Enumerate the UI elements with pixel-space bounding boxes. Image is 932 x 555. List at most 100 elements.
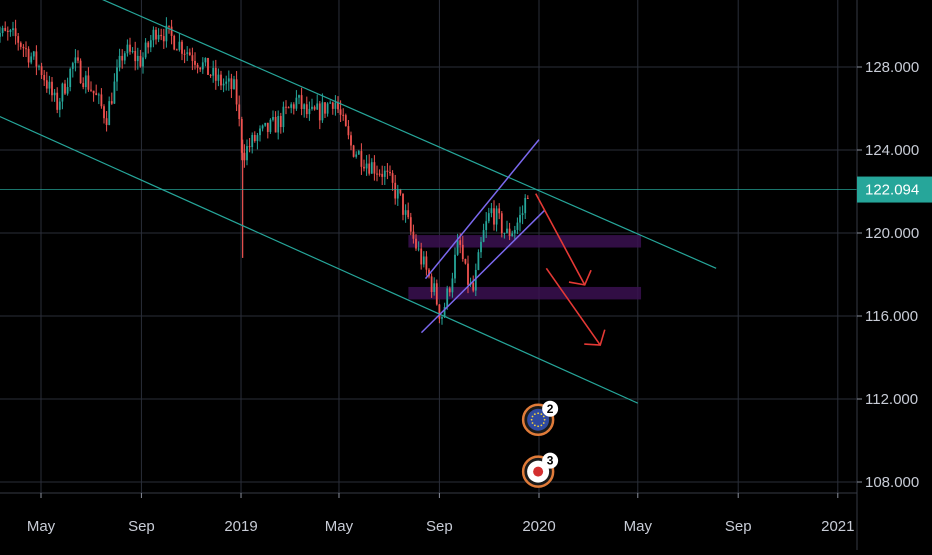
candle — [45, 71, 48, 93]
candle-body — [381, 173, 384, 177]
candle — [259, 125, 261, 142]
candle-body — [82, 83, 85, 88]
candle-body — [79, 60, 82, 84]
candle-body — [495, 208, 498, 225]
candle-body — [178, 41, 181, 50]
candle — [246, 139, 248, 166]
candle — [142, 52, 144, 74]
eu-star — [533, 413, 536, 416]
candle-body — [352, 145, 355, 157]
candle — [422, 251, 425, 268]
candle-body — [35, 51, 38, 67]
candle — [378, 169, 381, 177]
candle — [53, 88, 56, 102]
candle — [498, 203, 501, 220]
candle — [391, 170, 394, 191]
candle — [412, 224, 415, 244]
y-tick-label: 108.000 — [865, 474, 919, 491]
economic-events[interactable]: 23 — [521, 400, 559, 488]
candle — [196, 62, 199, 74]
candle-body — [441, 317, 443, 319]
candle-body — [168, 25, 170, 27]
x-tick-label: Sep — [128, 518, 155, 535]
candle-body — [191, 55, 194, 61]
candle-body — [183, 53, 186, 55]
x-tick-label: May — [325, 518, 354, 535]
price-axis[interactable]: 128.000 124.000 120.000 116.000 112.000 108.0… — [857, 59, 919, 491]
candle-body — [149, 40, 152, 48]
resistance-zones — [408, 235, 642, 300]
candle — [383, 165, 386, 185]
candle-body — [90, 89, 92, 91]
candle-body — [373, 162, 376, 174]
candle — [243, 144, 246, 168]
candle — [157, 28, 160, 43]
trend-drawings — [0, 0, 857, 404]
candle — [480, 237, 482, 258]
x-tick-label: Sep — [426, 518, 453, 535]
eu-flag-event[interactable]: 2 — [521, 400, 559, 436]
candle-body — [173, 35, 176, 50]
candle-body — [420, 248, 423, 265]
candle — [225, 75, 228, 91]
candle — [126, 39, 129, 57]
candle-body — [196, 64, 199, 68]
candle-body — [459, 240, 462, 245]
candle — [38, 64, 40, 71]
candle-body — [430, 276, 433, 292]
candle — [308, 101, 311, 121]
time-axis[interactable]: May Sep 2019 May Sep 2020 May Sep 2021 — [27, 493, 855, 535]
candle — [207, 57, 209, 75]
candle-body — [347, 126, 350, 136]
candle — [77, 50, 79, 64]
candle-body — [344, 115, 347, 127]
candle — [493, 200, 495, 231]
candle — [69, 67, 72, 92]
candle — [409, 212, 412, 236]
candle — [240, 116, 243, 161]
event-count-bubble — [542, 400, 559, 417]
candle — [178, 32, 181, 52]
candle — [19, 41, 22, 50]
candle — [103, 104, 105, 124]
candle — [27, 46, 30, 68]
candle — [477, 249, 480, 271]
candle-body — [282, 106, 285, 128]
candle — [118, 48, 121, 72]
candle — [144, 38, 147, 60]
candle-body — [298, 95, 300, 98]
candle-body — [493, 208, 495, 225]
candle — [191, 47, 194, 71]
candle-body — [139, 55, 142, 67]
candle-body — [292, 104, 295, 109]
candle-body — [305, 104, 308, 115]
candle — [264, 122, 267, 127]
candle — [441, 316, 443, 325]
candle-body — [77, 57, 79, 61]
forecast-arrow-head-0 — [568, 269, 592, 286]
candle-body — [350, 135, 352, 146]
candle-body — [66, 87, 69, 94]
candle — [12, 21, 14, 37]
candle — [292, 102, 295, 115]
candle-body — [378, 173, 381, 175]
candle — [363, 159, 365, 172]
candle-body — [318, 103, 321, 121]
candle-body — [448, 288, 451, 293]
candle — [386, 163, 389, 180]
last-price-badge: 122.094 — [857, 176, 932, 203]
candle-body — [110, 101, 113, 104]
eu-star — [543, 418, 546, 421]
candle-body — [58, 101, 61, 110]
candle — [331, 101, 334, 115]
candle-body — [396, 189, 399, 199]
candle-body — [74, 57, 77, 64]
candle — [360, 143, 363, 175]
candle — [448, 286, 451, 297]
candle — [285, 100, 287, 115]
japan-flag-event[interactable]: 3 — [521, 452, 559, 488]
candle-body — [370, 162, 373, 174]
candle-body — [324, 102, 326, 114]
